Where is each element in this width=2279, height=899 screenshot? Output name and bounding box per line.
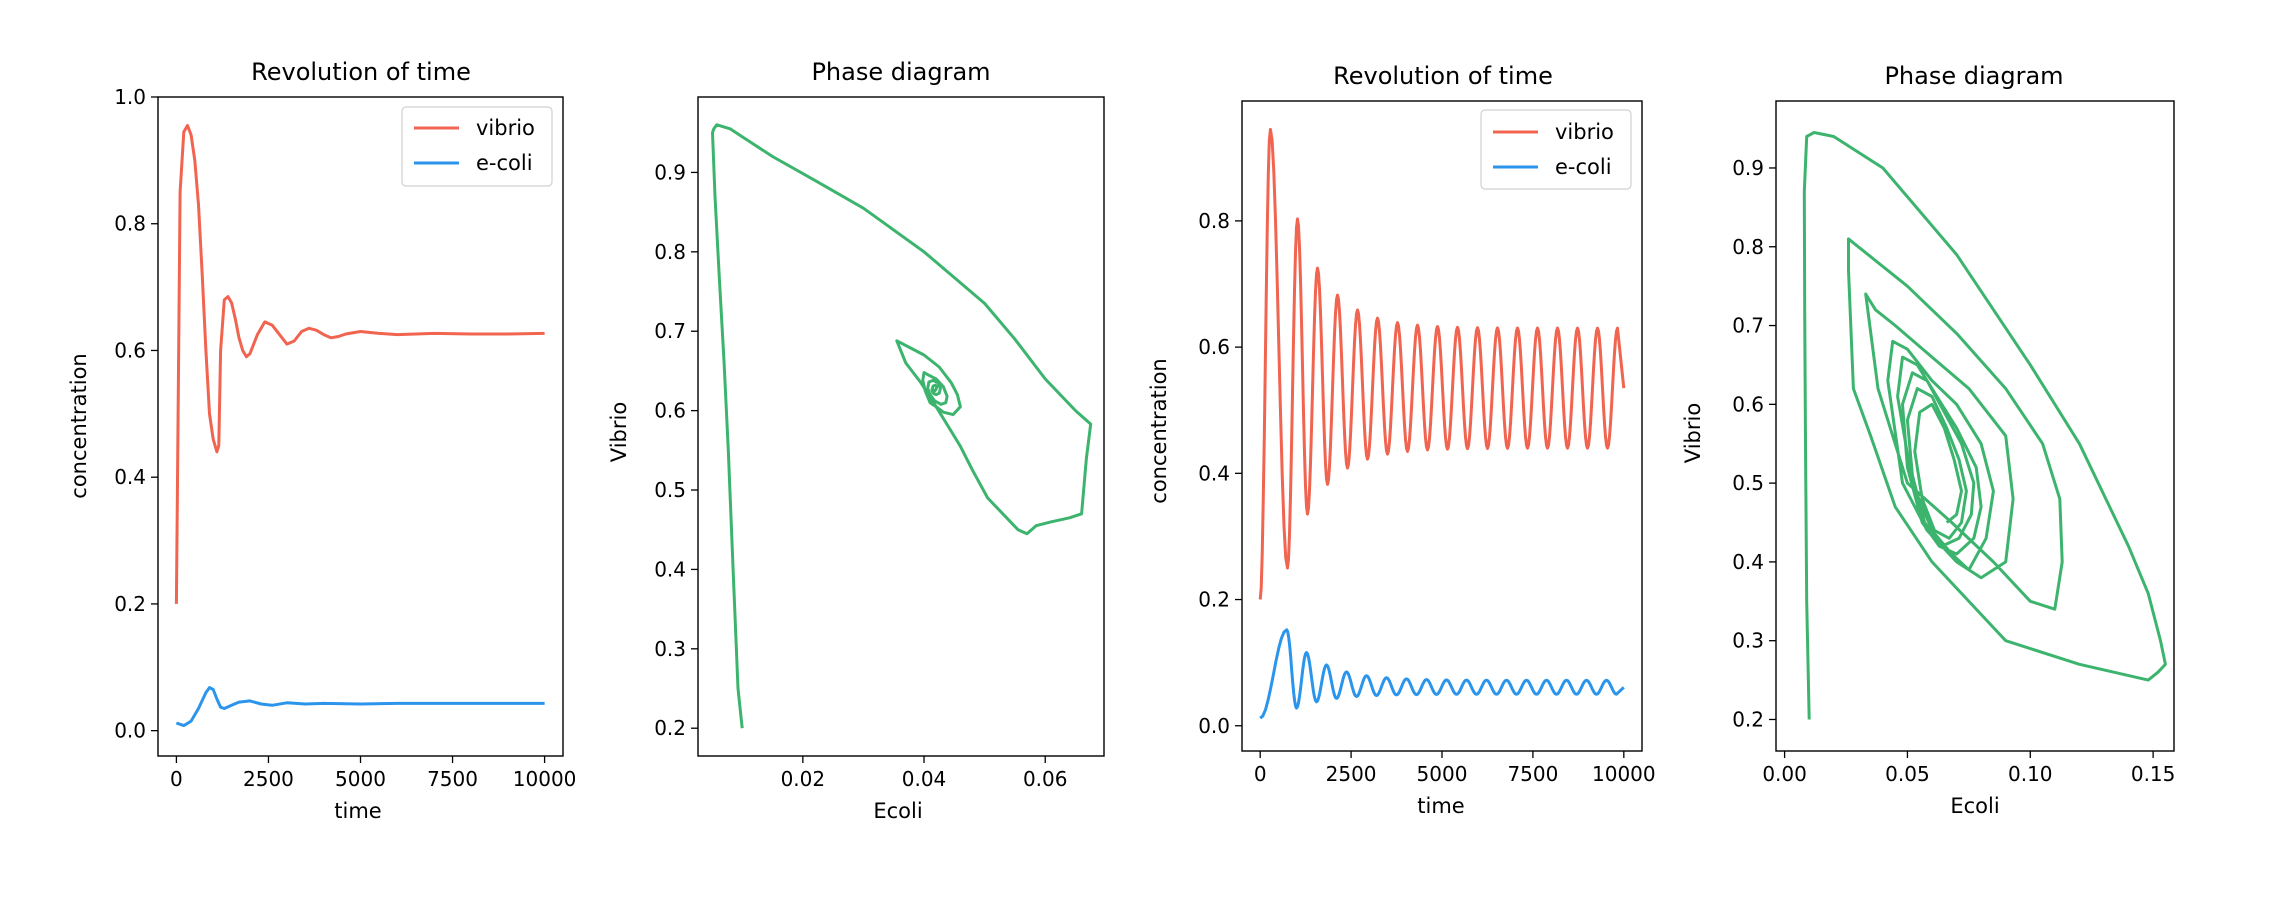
- panel-2-y-ticks: 0.2 0.3 0.4 0.5 0.6 0.7 0.8 0.9: [654, 160, 698, 740]
- y-tick-label: 0.6: [1198, 335, 1230, 359]
- ecoli-series-line: [175, 686, 545, 728]
- phase-series-line: [1802, 131, 2167, 720]
- y-tick-label: 0.7: [654, 319, 686, 343]
- panel-2-y-axis-label: Vibrio: [607, 402, 631, 462]
- x-tick-label: 0.04: [902, 767, 947, 791]
- panel-1: Revolution of time 0 2500 5000 7500 10000 0.…: [67, 58, 576, 823]
- y-tick-label: 0.9: [654, 160, 686, 184]
- vibrio-series-line: [1258, 127, 1626, 600]
- y-tick-label: 0.2: [654, 716, 686, 740]
- vibrio-series-line: [174, 124, 545, 604]
- y-tick-label: 0.8: [1198, 209, 1230, 233]
- panel-3-legend-box: [1480, 109, 1632, 190]
- x-tick-label: 2500: [243, 767, 294, 791]
- panel-1-gridless-plot-area: 0 2500 5000 7500 10000 0.0 0.2 0.4 0.6 0.8 1.0: [114, 85, 576, 791]
- ecoli-series-line: [1259, 628, 1625, 720]
- x-tick-label: 0.10: [2008, 762, 2053, 786]
- x-tick-label: 0.05: [1885, 762, 1930, 786]
- panel-2-x-ticks: 0.02 0.04 0.06: [781, 756, 1068, 791]
- x-tick-label: 0.06: [1023, 767, 1068, 791]
- panel-3-legend: vibrio e-coli: [1480, 109, 1632, 190]
- x-tick-label: 0: [170, 767, 183, 791]
- x-tick-label: 10000: [1592, 762, 1656, 786]
- panel-4-marks: [1802, 131, 2167, 720]
- x-tick-label: 2500: [1326, 762, 1377, 786]
- y-tick-label: 0.3: [1732, 629, 1764, 653]
- panel-3-title: Revolution of time: [1333, 62, 1553, 90]
- x-tick-label: 10000: [513, 767, 577, 791]
- y-tick-label: 0.2: [1198, 588, 1230, 612]
- panel-1-marks: [174, 124, 545, 728]
- y-tick-label: 0.7: [1732, 314, 1764, 338]
- panel-3-axes-frame: [1241, 100, 1643, 752]
- panel-4-y-axis-label: Vibrio: [1681, 403, 1705, 463]
- panel-4-x-axis-label: Ecoli: [1950, 794, 1999, 818]
- panel-1-title: Revolution of time: [251, 58, 471, 86]
- x-tick-label: 0.02: [781, 767, 826, 791]
- y-tick-label: 1.0: [114, 85, 146, 109]
- panel-3: Revolution of time 0 2500 5000 7500 10000 0.…: [1147, 62, 1656, 818]
- x-tick-label: 7500: [427, 767, 478, 791]
- phase-series-line: [711, 123, 1093, 729]
- y-tick-label: 0.0: [114, 719, 146, 743]
- x-tick-label: 0.00: [1762, 762, 1807, 786]
- y-tick-label: 0.6: [1732, 392, 1764, 416]
- panel-1-legend-label-ecoli: e-coli: [476, 151, 533, 175]
- panel-4-x-ticks: 0.00 0.05 0.10 0.15: [1762, 751, 2175, 786]
- panel-3-x-ticks: 0 2500 5000 7500 10000: [1254, 751, 1656, 786]
- panel-1-x-ticks: 0 2500 5000 7500 10000: [170, 756, 576, 791]
- panel-1-y-ticks: 0.0 0.2 0.4 0.6 0.8 1.0: [114, 85, 158, 743]
- panel-4-title: Phase diagram: [1884, 62, 2063, 90]
- panel-2-axes-frame: [697, 96, 1105, 757]
- panel-2: Phase diagram 0.02 0.04 0.06 0.20.30.40.50…: [607, 58, 1105, 823]
- y-tick-label: 0.5: [1732, 471, 1764, 495]
- y-tick-label: 0.3: [654, 637, 686, 661]
- panel-2-x-axis-label: Ecoli: [873, 799, 922, 823]
- x-tick-label: 0: [1254, 762, 1267, 786]
- x-tick-label: 7500: [1507, 762, 1558, 786]
- panel-1-legend-label-vibrio: vibrio: [476, 116, 535, 140]
- x-tick-label: 5000: [335, 767, 386, 791]
- panel-3-legend-label-ecoli: e-coli: [1555, 155, 1612, 179]
- x-tick-label: 5000: [1417, 762, 1468, 786]
- panel-3-x-axis-label: time: [1417, 794, 1464, 818]
- y-tick-label: 0.4: [1198, 461, 1230, 485]
- y-tick-label: 0.4: [654, 557, 686, 581]
- panel-2-marks: [711, 123, 1093, 729]
- panel-3-legend-label-vibrio: vibrio: [1555, 120, 1614, 144]
- x-tick-label: 0.15: [2131, 762, 2176, 786]
- y-tick-label: 0.2: [1732, 707, 1764, 731]
- panel-4-y-ticks: 0.2 0.3 0.4 0.5 0.6 0.7 0.8 0.9: [1732, 156, 1776, 731]
- y-tick-label: 0.4: [1732, 550, 1764, 574]
- panel-3-y-axis-label: concentration: [1147, 358, 1171, 503]
- y-tick-label: 0.8: [114, 212, 146, 236]
- y-tick-label: 0.8: [654, 240, 686, 264]
- y-tick-label: 0.6: [114, 338, 146, 362]
- panel-1-legend: vibrio e-coli: [401, 106, 553, 187]
- y-tick-label: 0.2: [114, 592, 146, 616]
- panel-4-axes-frame: [1775, 100, 2175, 752]
- y-tick-label: 0.6: [654, 399, 686, 423]
- panel-1-x-axis-label: time: [334, 799, 381, 823]
- y-tick-label: 0.9: [1732, 156, 1764, 180]
- panel-1-y-axis-label: concentration: [67, 353, 91, 498]
- panel-3-marks: [1258, 127, 1626, 720]
- y-tick-label: 0.0: [1198, 714, 1230, 738]
- panel-3-y-ticks: 0.0 0.2 0.4 0.6 0.8: [1198, 209, 1242, 738]
- y-tick-label: 0.8: [1732, 235, 1764, 259]
- panel-2-title: Phase diagram: [811, 58, 990, 86]
- y-tick-label: 0.4: [114, 465, 146, 489]
- y-tick-label: 0.5: [654, 478, 686, 502]
- panel-4: Phase diagram 0.00 0.05 0.10 0.15 0.2 0.3 0.4…: [1681, 62, 2175, 818]
